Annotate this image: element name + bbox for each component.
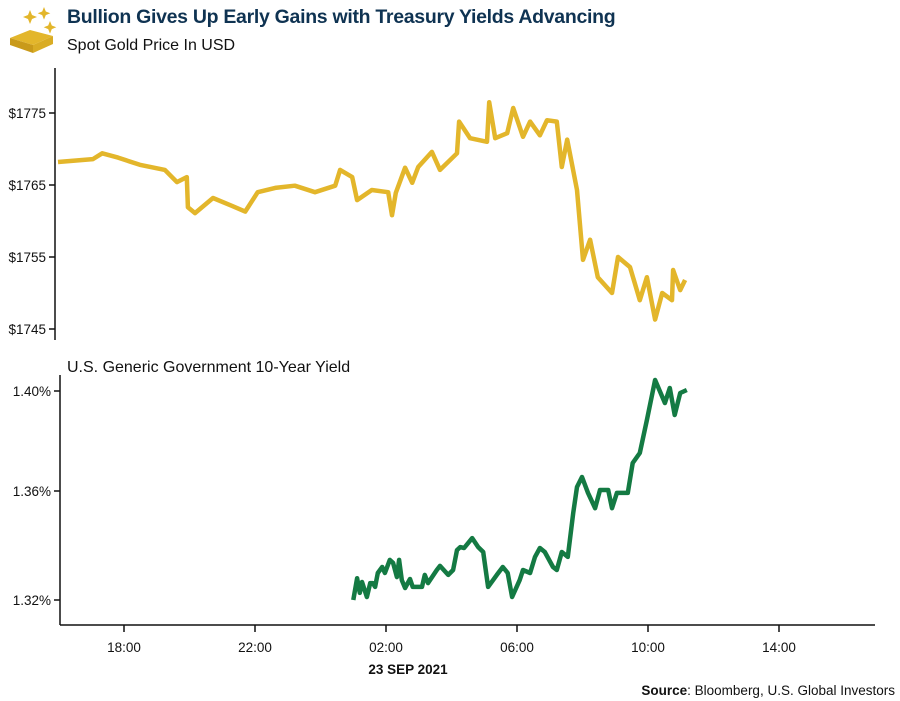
x-tick-label: 06:00 (500, 640, 534, 655)
source-label: Source (641, 683, 687, 698)
source-note: Source: Bloomberg, U.S. Global Investors (641, 683, 895, 698)
yield-line (351, 377, 688, 601)
chart-title: Bullion Gives Up Early Gains with Treasu… (67, 6, 615, 28)
x-tick-label: 10:00 (631, 640, 665, 655)
yield-y-tick-label: 1.36% (13, 484, 51, 499)
yield-y-tick-label: 1.40% (13, 384, 51, 399)
x-axis-date-label: 23 SEP 2021 (368, 662, 448, 677)
x-tick-label: 14:00 (762, 640, 796, 655)
x-ticks: 18:00 22:00 02:00 06:00 10:00 14:00 (107, 625, 796, 655)
gold-y-tick-label: $1765 (8, 178, 46, 193)
yield-panel-title: U.S. Generic Government 10-Year Yield (67, 359, 350, 376)
yield-y-tick-label: 1.32% (13, 593, 51, 608)
chart-subtitle: Spot Gold Price In USD (67, 37, 235, 54)
gold-y-ticks: $1775 $1765 $1755 $1745 (8, 106, 55, 337)
gold-y-tick-label: $1745 (8, 322, 46, 337)
gold-y-tick-label: $1775 (8, 106, 46, 121)
x-tick-label: 02:00 (369, 640, 403, 655)
source-text: : Bloomberg, U.S. Global Investors (687, 683, 895, 698)
x-tick-label: 18:00 (107, 640, 141, 655)
yield-y-ticks: 1.40% 1.36% 1.32% (13, 384, 60, 608)
gold-y-tick-label: $1755 (8, 250, 46, 265)
x-tick-label: 22:00 (238, 640, 272, 655)
gold-bars-sparkle-icon (10, 7, 57, 53)
gold-price-line (57, 99, 688, 322)
